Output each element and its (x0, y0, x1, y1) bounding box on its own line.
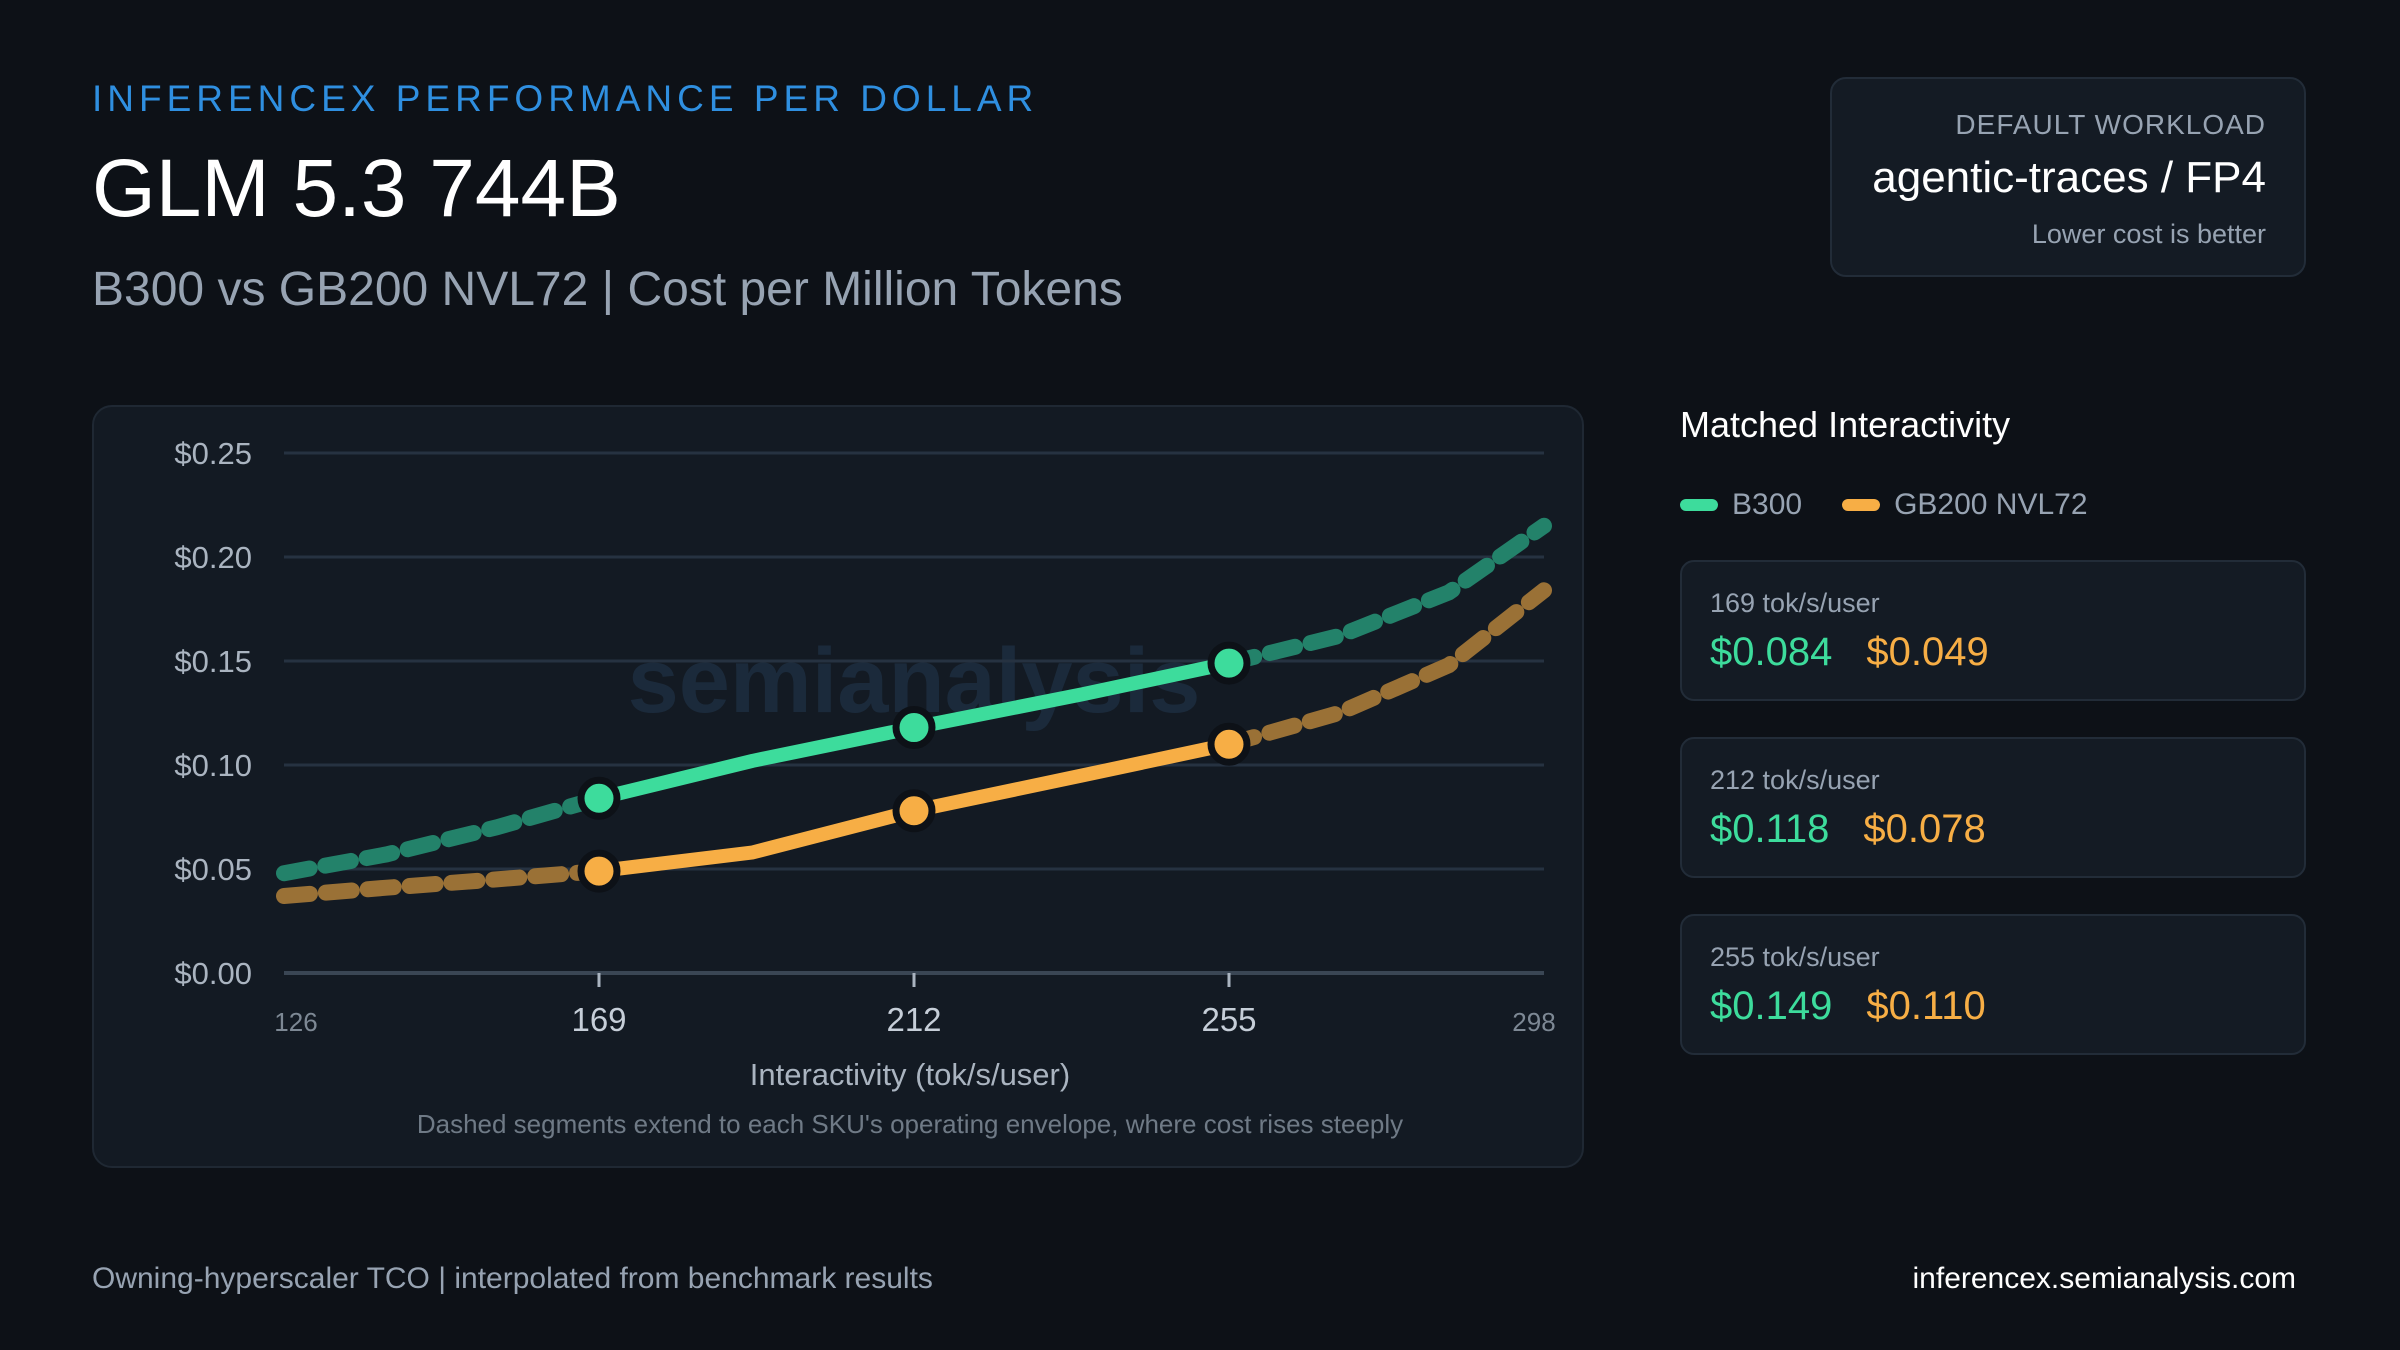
b300-cost-value: $0.118 (1710, 807, 1830, 851)
y-tick-label: $0.25 (174, 436, 252, 471)
gb200-cost-value: $0.049 (1866, 630, 1989, 674)
y-tick-label: $0.05 (174, 852, 252, 887)
cost-chart: semianalysis$0.00$0.05$0.10$0.15$0.20$0.… (174, 436, 1555, 1139)
gb200-cost-value: $0.110 (1866, 984, 1986, 1028)
y-tick-label: $0.15 (174, 644, 252, 679)
y-tick-label: $0.20 (174, 540, 252, 575)
workload-label: DEFAULT WORKLOAD (1955, 109, 2266, 140)
b300-dashed-left-line (276, 790, 607, 882)
footer-note: Owning-hyperscaler TCO | interpolated fr… (92, 1262, 933, 1295)
y-tick-label: $0.10 (174, 748, 252, 783)
x-tick-label: 126 (274, 1007, 317, 1037)
legend-swatch-b300 (1680, 499, 1718, 511)
workload-card: DEFAULT WORKLOAD agentic-traces / FP4 Lo… (1830, 77, 2306, 277)
workload-value: agentic-traces / FP4 (1872, 153, 2266, 202)
chart-card (92, 405, 1584, 1168)
match-card-169: 169 tok/s/user $0.084 $0.049 (1680, 560, 2306, 701)
b300-marker (892, 706, 936, 750)
gb200-dashed-left-line (276, 863, 607, 904)
legend-label-b300: B300 (1732, 488, 1803, 521)
legend-item-b300: B300 (1680, 488, 1802, 522)
match-card-values: $0.149 $0.110 (1710, 984, 1986, 1029)
x-axis-label: Interactivity (tok/s/user) (750, 1057, 1070, 1092)
match-card-label: 255 tok/s/user (1710, 942, 1880, 972)
b300-cost-value: $0.084 (1710, 630, 1833, 674)
match-card-label: 169 tok/s/user (1710, 588, 1880, 618)
page-title: GLM 5.3 744B (92, 143, 621, 234)
side-panel-title: Matched Interactivity (1680, 404, 2011, 445)
workload-note: Lower cost is better (2031, 219, 2266, 249)
b300-marker (1207, 641, 1251, 685)
match-card-212: 212 tok/s/user $0.118 $0.078 (1680, 737, 2306, 878)
match-card-label: 212 tok/s/user (1710, 765, 1880, 795)
gb200-marker (892, 789, 936, 833)
x-tick-label: 169 (571, 1001, 626, 1038)
x-tick-label: 255 (1201, 1001, 1256, 1038)
footer-link[interactable]: inferencex.semianalysis.com (1912, 1262, 2296, 1295)
chart-legend: B300 GB200 NVL72 (1680, 488, 2128, 522)
chart-note: Dashed segments extend to each SKU's ope… (417, 1109, 1403, 1139)
eyebrow-label: INFERENCEX PERFORMANCE PER DOLLAR (92, 78, 1039, 119)
legend-item-gb200: GB200 NVL72 (1842, 488, 2088, 522)
b300-marker (577, 776, 621, 820)
match-card-values: $0.118 $0.078 (1710, 807, 1986, 852)
match-card-255: 255 tok/s/user $0.149 $0.110 (1680, 914, 2306, 1055)
legend-label-gb200: GB200 NVL72 (1894, 488, 2088, 521)
gb200-dashed-right-line (1221, 582, 1552, 753)
x-tick-label: 298 (1512, 1007, 1555, 1037)
b300-cost-value: $0.149 (1710, 984, 1833, 1028)
y-tick-label: $0.00 (174, 956, 252, 991)
page-subtitle: B300 vs GB200 NVL72 | Cost per Million T… (92, 263, 1123, 316)
gb200-marker (1207, 722, 1251, 766)
gb200-marker (577, 849, 621, 893)
gb200-cost-value: $0.078 (1863, 807, 1986, 851)
legend-swatch-gb200 (1842, 499, 1881, 511)
b300-dashed-right-line (1221, 517, 1552, 672)
match-card-values: $0.084 $0.049 (1710, 630, 1989, 675)
x-tick-label: 212 (886, 1001, 941, 1038)
